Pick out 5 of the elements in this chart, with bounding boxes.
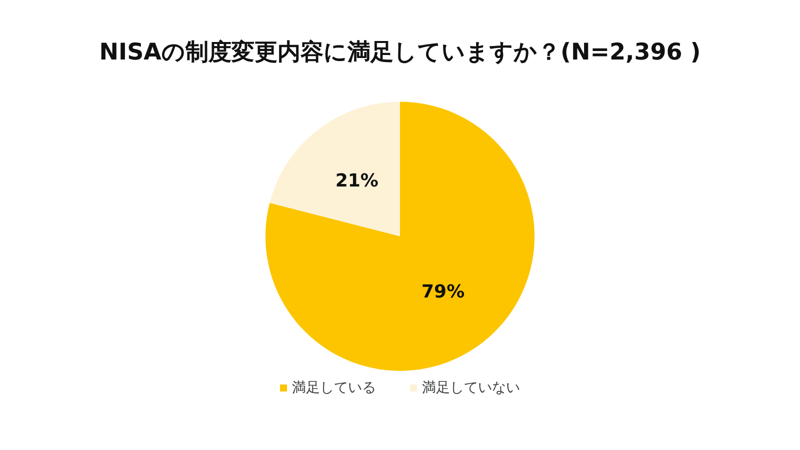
- data-label: 79%: [422, 281, 465, 302]
- chart-title: NISAの制度変更内容に満足していますか？(N=2,396 ): [99, 38, 701, 66]
- data-label: 21%: [335, 170, 378, 192]
- legend-label: 満足している: [292, 380, 376, 396]
- legend-label: 満足していない: [422, 380, 520, 396]
